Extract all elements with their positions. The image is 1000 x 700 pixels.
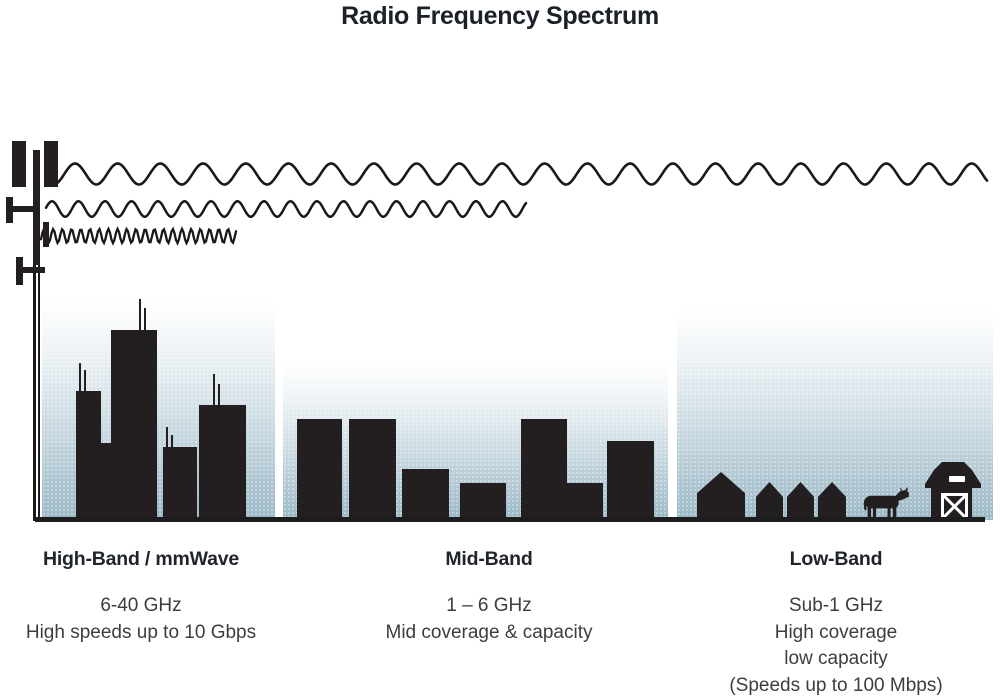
skyscraper: [76, 391, 101, 520]
antenna-spike: [213, 374, 215, 406]
house: [697, 472, 745, 520]
high-band-heading: High-Band / mmWave: [42, 548, 240, 570]
short-wavelength-wave-icon: [39, 226, 238, 246]
building: [349, 419, 396, 520]
mid-band-frequency: 1 – 6 GHz: [446, 595, 532, 616]
ground-baseline: [35, 517, 985, 522]
midrise-buildings-icon: [283, 363, 668, 520]
low-band-frequency: Sub-1 GHz: [789, 595, 883, 616]
building: [297, 419, 342, 520]
antenna-panel: [43, 222, 49, 247]
low-band-description: (Speeds up to 100 Mbps): [729, 674, 943, 696]
skyscraper: [199, 405, 246, 520]
low-band-heading: Low-Band: [789, 548, 883, 570]
house: [756, 482, 783, 520]
antenna-panel: [44, 141, 58, 187]
low-band-label-block: Low-Band Sub-1 GHz High coverage low cap…: [686, 548, 986, 699]
building: [567, 483, 603, 520]
antenna-panel: [16, 257, 23, 285]
medium-wavelength-wave-icon: [44, 199, 528, 219]
low-band-description: low capacity: [784, 648, 888, 669]
long-wavelength-wave-icon: [55, 162, 989, 186]
antenna-spike: [218, 384, 220, 406]
house: [818, 482, 846, 520]
antenna-spike: [79, 363, 81, 392]
antenna-spike: [139, 299, 141, 331]
skyscraper: [163, 447, 197, 520]
antenna-spike: [84, 370, 86, 392]
building: [521, 419, 567, 520]
mid-band-heading: Mid-Band: [445, 548, 533, 570]
tower-mast: [33, 150, 36, 521]
building: [460, 483, 506, 520]
antenna-panel: [11, 141, 26, 187]
high-band-frequency: 6-40 GHz: [100, 595, 182, 616]
mid-band-description: Mid coverage & capacity: [385, 621, 593, 643]
page-title: Radio Frequency Spectrum: [341, 2, 659, 30]
cow-icon: [863, 487, 909, 520]
antenna-spike: [144, 308, 146, 331]
city-skyline-icon: [42, 299, 275, 520]
radio-waves: [39, 162, 989, 246]
barn-icon: [925, 462, 981, 520]
tower-crossbar: [16, 267, 45, 273]
tower-crossbar: [6, 206, 40, 212]
mid-band-label-block: Mid-Band 1 – 6 GHz Mid coverage & capaci…: [339, 548, 639, 646]
house: [787, 482, 814, 520]
tower-mast: [37, 150, 40, 521]
antenna-panel: [6, 197, 13, 223]
antenna-spike: [171, 435, 173, 448]
rural-houses-icon: [677, 308, 993, 520]
building: [607, 441, 654, 520]
high-band-label-block: High-Band / mmWave 6-40 GHz High speeds …: [0, 548, 291, 646]
skyscraper: [111, 330, 157, 520]
cell-tower-icon: [0, 140, 70, 522]
high-band-description: High speeds up to 10 Gbps: [25, 621, 257, 643]
building: [402, 469, 449, 520]
antenna-spike: [166, 427, 168, 448]
low-band-description: High coverage: [774, 621, 898, 643]
